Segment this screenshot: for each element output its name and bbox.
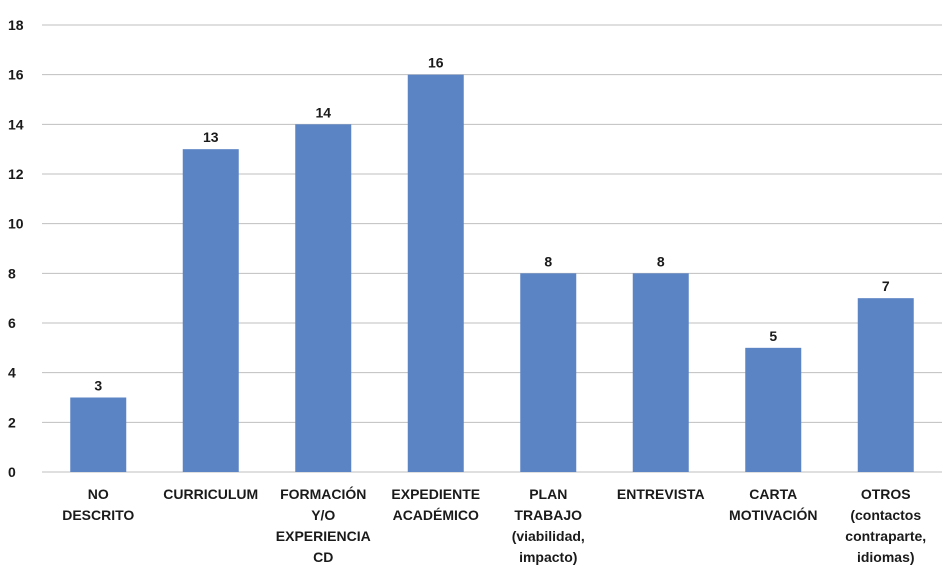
x-category-label-line: CD [313, 549, 333, 565]
bars [70, 74, 914, 473]
x-category-label: CARTA MOTIVACIÓN [729, 486, 817, 523]
data-label: 8 [657, 253, 665, 269]
y-tick-label: 4 [8, 365, 16, 381]
x-axis-labels: NO DESCRITO CURRICULUM FORMACIÓN Y/O EXPERIEN… [62, 485, 926, 565]
x-category-label-line: Y/O [311, 507, 335, 523]
y-tick-label: 6 [8, 315, 16, 331]
y-tick-label: 8 [8, 265, 16, 281]
x-category-label-line: OTROS [861, 486, 911, 502]
y-tick-label: 14 [8, 116, 24, 132]
x-category-label-line: CARTA [749, 486, 797, 502]
x-category-label: NO DESCRITO [62, 486, 134, 523]
x-category-label-line: EXPEDIENTE [391, 486, 480, 502]
x-category-label-line: TRABAJO [514, 507, 582, 523]
y-tick-label: 10 [8, 216, 24, 232]
data-label: 13 [203, 129, 219, 145]
bar [857, 298, 914, 472]
y-axis-ticks: 0 2 4 6 8 10 12 14 16 18 [8, 17, 24, 480]
data-label: 5 [769, 328, 777, 344]
x-category-label: PLAN TRABAJO (viabilidad, impacto) [512, 486, 585, 565]
y-tick-label: 2 [8, 414, 16, 430]
x-category-label-line: idiomas) [857, 549, 915, 565]
gridlines [42, 24, 942, 473]
data-label: 8 [544, 253, 552, 269]
data-label: 14 [315, 104, 331, 120]
x-category-label-line: PLAN [529, 486, 567, 502]
x-category-label: CURRICULUM [163, 486, 258, 502]
data-labels: 3 13 14 16 8 8 5 7 [94, 55, 890, 394]
x-category-label: FORMACIÓN Y/O EXPERIENCIA CD [276, 485, 371, 565]
bar [520, 273, 577, 472]
data-label: 7 [882, 278, 890, 294]
x-category-label-line: MOTIVACIÓN [729, 506, 817, 523]
x-category-label-line: EXPERIENCIA [276, 528, 371, 544]
y-tick-label: 12 [8, 166, 24, 182]
x-category-label-line: ACADÉMICO [393, 507, 479, 523]
x-category-label-line: CURRICULUM [163, 486, 258, 502]
bar [295, 124, 352, 472]
x-category-label-line: ENTREVISTA [617, 486, 705, 502]
x-category-label-line: FORMACIÓN [280, 485, 366, 502]
x-category-label-line: (contactos [850, 507, 921, 523]
bar [632, 273, 689, 472]
bar [745, 347, 802, 472]
bar [407, 74, 464, 473]
x-category-label-line: impacto) [519, 549, 577, 565]
bar [70, 397, 127, 472]
y-tick-label: 0 [8, 464, 16, 480]
data-label: 16 [428, 55, 444, 71]
x-category-label: EXPEDIENTE ACADÉMICO [391, 486, 480, 523]
x-category-label-line: DESCRITO [62, 507, 134, 523]
x-category-label: ENTREVISTA [617, 486, 705, 502]
y-tick-label: 18 [8, 17, 24, 33]
x-category-label-line: (viabilidad, [512, 528, 585, 544]
x-category-label-line: NO [88, 486, 109, 502]
x-category-label: OTROS (contactos contraparte, idiomas) [845, 486, 926, 565]
x-category-label-line: contraparte, [845, 528, 926, 544]
data-label: 3 [94, 378, 102, 394]
y-tick-label: 16 [8, 67, 24, 83]
bar [182, 149, 239, 472]
